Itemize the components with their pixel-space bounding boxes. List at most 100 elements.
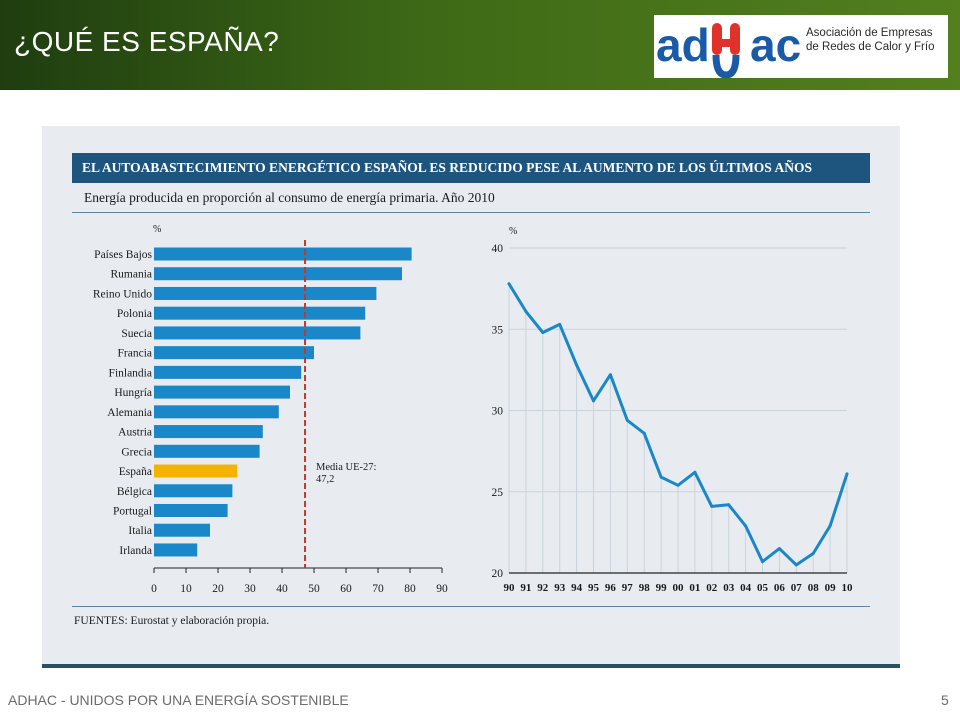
bar-8 [154,405,279,419]
bar-x-tick-label-9: 90 [436,583,448,595]
line-x-tick-label-3: 93 [554,582,566,594]
bar-15 [154,543,198,557]
logo-tagline-2: de Redes de Calor y Frío [806,41,935,53]
charts-canvas: % Países Bajos Rumania Reino Unido Polonia Su… [93,224,854,595]
line-point-7 [625,418,629,422]
line-x-tick-label-5: 95 [588,582,600,594]
svg-text:ac: ac [750,19,801,71]
title-bar: ¿QUÉ ES ESPAÑA? ad ac Asociación de Empr… [0,0,960,90]
line-point-0 [507,282,511,286]
bar-label-3: Polonia [117,308,152,320]
bar-label-14: Italia [128,525,152,537]
bar-x-tick-label-0: 0 [151,583,157,595]
line-point-19 [828,524,832,528]
bar-label-5: Francia [118,348,152,360]
line-x-tick-label-0: 90 [504,582,516,594]
mean-label-2: 47,2 [316,474,334,485]
bar-12 [154,484,233,498]
line-point-8 [642,431,646,435]
line-point-3 [558,322,562,326]
bar-2 [154,286,377,300]
bar-label-9: Austria [118,427,152,439]
bar-label-11: España [119,466,152,478]
line-x-tick-label-14: 04 [740,582,752,594]
bar-label-1: Rumania [110,269,152,281]
bar-7 [154,385,290,399]
bar-1 [154,267,402,281]
bar-0 [154,247,412,261]
figure-bottom-border [42,664,900,668]
bar-label-8: Alemania [107,407,152,419]
line-y-tick-label-0: 20 [492,568,504,580]
line-x-tick-label-20: 10 [842,582,854,594]
line-y-tick-label-4: 40 [492,243,504,255]
bar-x-tick-label-2: 20 [212,583,224,595]
line-x-tick-label-1: 91 [520,582,531,594]
figure-source: FUENTES: Eurostat y elaboración propia. [74,615,270,627]
bar-label-10: Grecia [121,446,152,458]
line-point-10 [676,483,680,487]
adhac-logo: ad ac Asociación de Empresas de Redes de… [654,15,948,78]
bar-10 [154,444,260,458]
line-point-4 [575,363,579,367]
adhac-logo-mark: ad ac [656,19,801,78]
line-x-tick-label-11: 01 [689,582,700,594]
bar-13 [154,503,228,517]
bar-label-0: Países Bajos [94,249,152,261]
figure-rule-bottom [72,606,870,607]
bar-4 [154,326,361,340]
bar-x-tick-label-4: 40 [276,583,288,595]
figure-rule-top [72,212,870,213]
line-point-13 [727,503,731,507]
line-point-2 [541,331,545,334]
line-y-tick-label-2: 30 [492,406,504,418]
line-point-9 [659,475,663,479]
bar-3 [154,306,366,320]
bar-x-tick-label-8: 80 [404,583,416,595]
line-x-tick-label-17: 07 [791,582,803,594]
bar-5 [154,346,314,360]
figure-title-bar: EL AUTOABASTECIMIENTO ENERGÉTICO ESPAÑOL… [72,153,870,183]
slide-title: ¿QUÉ ES ESPAÑA? [14,26,280,57]
line-point-1 [524,309,528,313]
line-point-6 [608,373,612,377]
bar-label-15: Irlanda [119,545,152,557]
line-x-tick-label-15: 05 [757,582,769,594]
bar-x-tick-label-3: 30 [244,583,256,595]
line-point-20 [845,472,849,476]
line-point-15 [761,560,764,564]
logo-tagline-1: Asociación de Empresas [806,27,933,39]
line-point-5 [592,399,595,403]
bar-label-4: Suecia [121,328,152,340]
bar-9 [154,425,263,439]
line-x-tick-label-18: 08 [808,582,820,594]
self-sufficiency-bar-chart: % Países Bajos Rumania Reino Unido Polonia Su… [93,224,448,595]
bar-label-6: Finlandia [109,367,152,379]
line-x-tick-label-13: 03 [723,582,735,594]
bar-6 [154,365,302,379]
line-point-12 [710,504,714,508]
line-point-16 [777,547,781,551]
line-x-tick-label-7: 97 [622,582,634,594]
figure-title: EL AUTOABASTECIMIENTO ENERGÉTICO ESPAÑOL… [82,160,812,175]
bar-14 [154,523,210,537]
line-point-17 [794,563,798,567]
bar-label-2: Reino Unido [93,288,152,300]
infographic-panel: EL AUTOABASTECIMIENTO ENERGÉTICO ESPAÑOL… [42,126,900,665]
bar-x-tick-label-6: 60 [340,583,352,595]
line-x-tick-label-10: 00 [673,582,685,594]
line-y-tick-label-3: 35 [492,324,504,336]
line-x-tick-label-9: 99 [656,582,668,594]
line-x-tick-label-12: 02 [706,582,718,594]
line-x-tick-label-8: 98 [639,582,651,594]
bar-unit-label: % [153,224,161,235]
figure-subtitle: Energía producida en proporción al consu… [84,190,495,205]
bar-label-7: Hungría [114,387,152,399]
line-unit-label: % [509,226,517,237]
line-x-tick-label-16: 06 [774,582,786,594]
bar-x-tick-label-7: 70 [372,583,384,595]
line-x-tick-label-19: 09 [825,582,837,594]
mean-label-1: Media UE-27: [316,462,376,473]
line-point-14 [744,524,748,528]
line-x-tick-label-4: 94 [571,582,583,594]
